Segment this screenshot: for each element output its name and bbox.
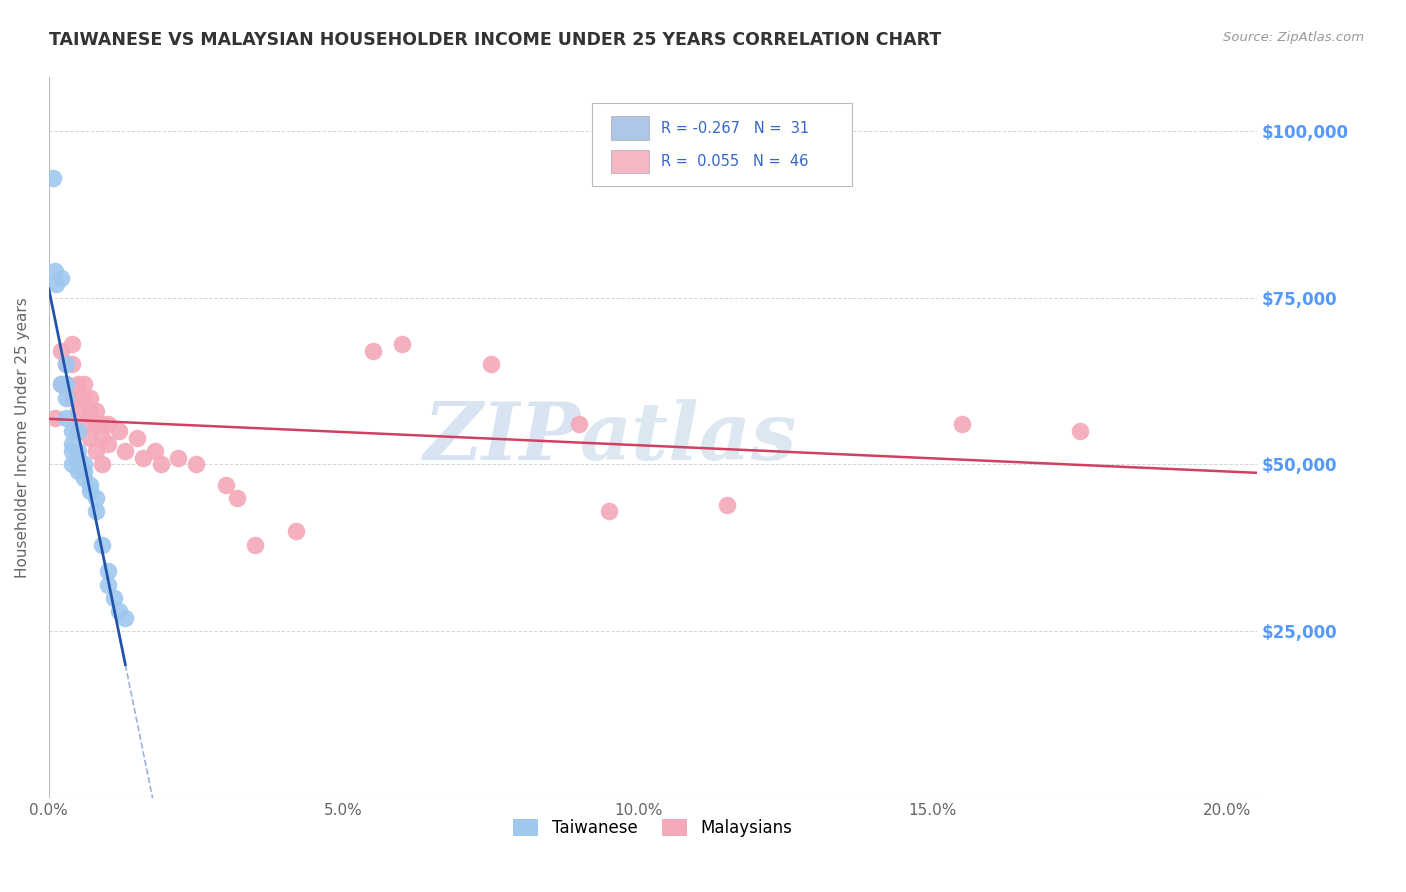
- Point: [60, 444, 83, 458]
- Point: [55, 377, 77, 392]
- Point: [67, 377, 90, 392]
- Point: [84, 404, 107, 418]
- Point: [79, 404, 101, 418]
- Point: [285, 524, 308, 539]
- Point: [84, 504, 107, 518]
- Point: [79, 484, 101, 499]
- Point: [55, 377, 77, 392]
- Point: [49, 377, 72, 392]
- Point: [67, 458, 90, 472]
- Point: [184, 458, 207, 472]
- Point: [55, 391, 77, 405]
- Point: [90, 458, 112, 472]
- Point: [716, 498, 738, 512]
- Point: [127, 431, 149, 445]
- Point: [97, 564, 120, 578]
- Point: [598, 504, 620, 518]
- Point: [60, 337, 83, 351]
- Point: [114, 611, 136, 625]
- Text: ZIP: ZIP: [423, 399, 581, 476]
- Point: [60, 358, 83, 372]
- Point: [49, 377, 72, 392]
- Point: [214, 477, 236, 491]
- Point: [143, 444, 166, 458]
- Text: R = -0.267   N =  31: R = -0.267 N = 31: [661, 121, 810, 136]
- Point: [49, 270, 72, 285]
- Point: [67, 464, 90, 478]
- Point: [103, 591, 125, 605]
- Point: [55, 410, 77, 425]
- Point: [67, 391, 90, 405]
- Point: [79, 477, 101, 491]
- Point: [226, 491, 249, 505]
- Point: [568, 417, 591, 432]
- Point: [60, 391, 83, 405]
- Point: [97, 417, 120, 432]
- Point: [42, 170, 65, 185]
- Point: [60, 424, 83, 438]
- Point: [1069, 424, 1091, 438]
- Point: [55, 358, 77, 372]
- Point: [108, 424, 131, 438]
- Point: [79, 431, 101, 445]
- Point: [90, 431, 112, 445]
- Point: [73, 471, 96, 485]
- Point: [67, 424, 90, 438]
- Point: [49, 344, 72, 359]
- Point: [84, 444, 107, 458]
- Point: [73, 458, 96, 472]
- Point: [243, 537, 266, 551]
- Point: [44, 410, 66, 425]
- Text: R =  0.055   N =  46: R = 0.055 N = 46: [661, 154, 808, 169]
- Point: [950, 417, 973, 432]
- Point: [84, 491, 107, 505]
- Point: [55, 358, 77, 372]
- Text: Source: ZipAtlas.com: Source: ZipAtlas.com: [1223, 31, 1364, 45]
- Point: [73, 377, 96, 392]
- Bar: [610, 150, 650, 173]
- Point: [97, 577, 120, 591]
- Point: [67, 424, 90, 438]
- Point: [73, 391, 96, 405]
- Point: [73, 417, 96, 432]
- Point: [67, 404, 90, 418]
- Point: [479, 358, 502, 372]
- Point: [90, 537, 112, 551]
- Point: [73, 464, 96, 478]
- Y-axis label: Householder Income Under 25 years: Householder Income Under 25 years: [15, 297, 30, 578]
- Point: [67, 444, 90, 458]
- Point: [132, 450, 155, 465]
- Point: [44, 264, 66, 278]
- Point: [167, 450, 190, 465]
- Text: atlas: atlas: [581, 399, 797, 476]
- Text: TAIWANESE VS MALAYSIAN HOUSEHOLDER INCOME UNDER 25 YEARS CORRELATION CHART: TAIWANESE VS MALAYSIAN HOUSEHOLDER INCOM…: [49, 31, 942, 49]
- Point: [84, 417, 107, 432]
- Point: [361, 344, 384, 359]
- Point: [45, 277, 67, 292]
- Point: [60, 437, 83, 451]
- Point: [67, 450, 90, 465]
- Point: [79, 391, 101, 405]
- Point: [60, 458, 83, 472]
- Legend: Taiwanese, Malaysians: Taiwanese, Malaysians: [506, 813, 799, 844]
- Point: [90, 417, 112, 432]
- Bar: [610, 116, 650, 140]
- Point: [149, 458, 172, 472]
- Point: [391, 337, 413, 351]
- Point: [108, 604, 131, 618]
- Point: [114, 444, 136, 458]
- Point: [97, 437, 120, 451]
- FancyBboxPatch shape: [592, 103, 852, 186]
